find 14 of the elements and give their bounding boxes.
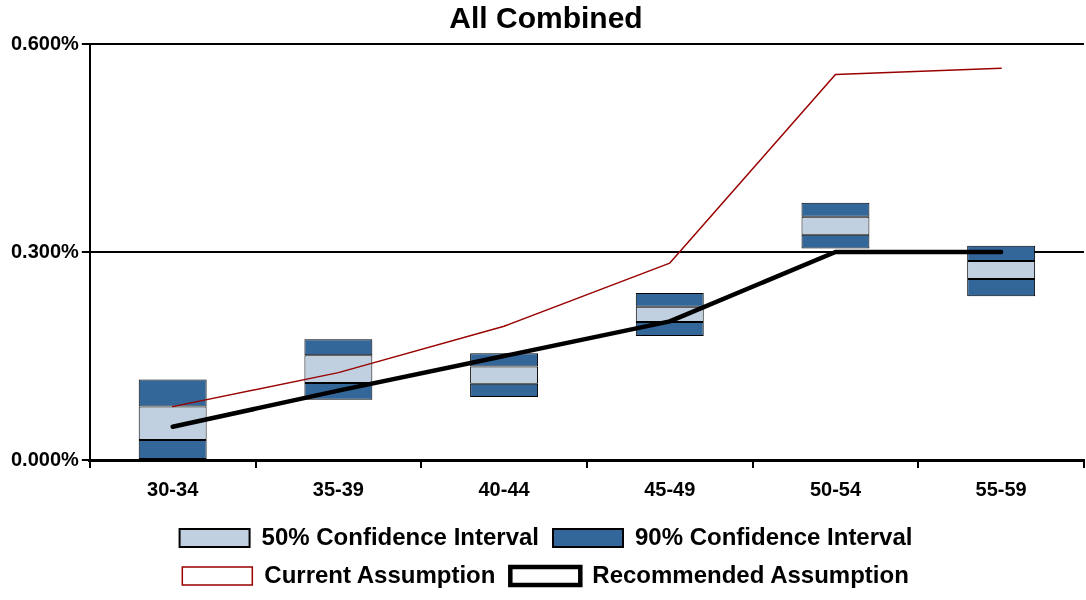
x-tick-label: 40-44 xyxy=(478,477,531,500)
y-tick-label: 0.600% xyxy=(10,31,80,54)
x-tick-label: 30-34 xyxy=(147,477,200,500)
chart-title: All Combined xyxy=(449,1,643,35)
x-tick-label: 50-54 xyxy=(809,477,862,500)
legend-label: 50% Confidence Interval xyxy=(261,522,539,550)
legend-label: Recommended Assumption xyxy=(592,560,909,588)
x-tick-label: 55-59 xyxy=(975,477,1027,500)
x-tick-label: 45-49 xyxy=(644,477,696,500)
x-tick-label: 35-39 xyxy=(312,477,364,500)
y-tick-label: 0.300% xyxy=(10,239,80,262)
legend-label: 90% Confidence Interval xyxy=(635,522,913,550)
legend-label: Current Assumption xyxy=(264,560,496,588)
y-tick-label: 0.000% xyxy=(10,447,80,470)
